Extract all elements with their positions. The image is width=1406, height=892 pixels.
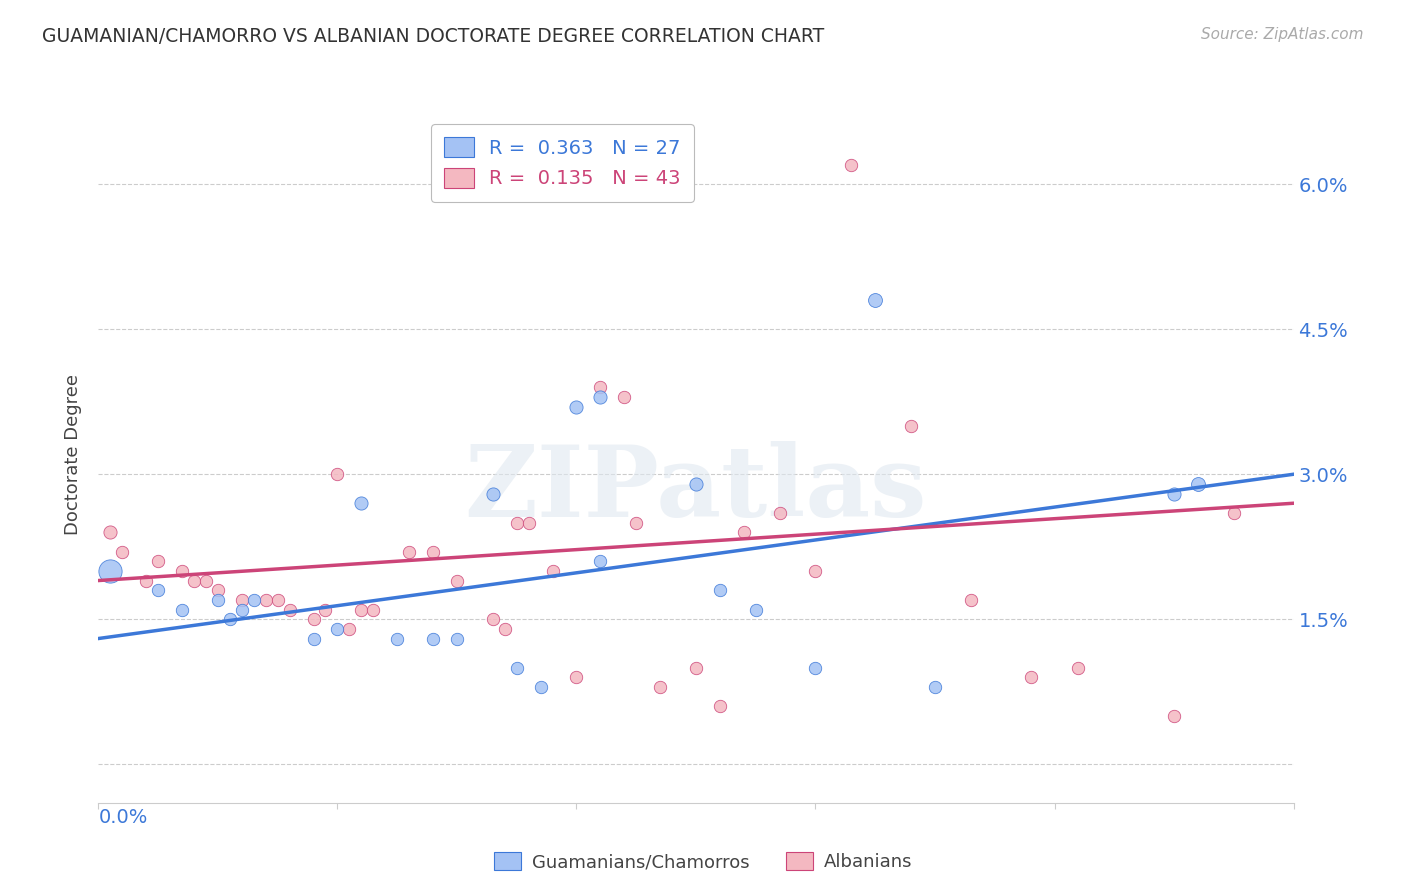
Point (148, 554, 170, 568)
Point (172, 564, 194, 578)
Point (865, 293, 887, 308)
Point (267, 592, 290, 607)
Point (745, 602, 768, 616)
Point (517, 516, 540, 530)
Point (100, 525, 122, 540)
Text: ZIPatlas: ZIPatlas (465, 442, 927, 538)
Point (315, 602, 337, 616)
Point (481, 612, 505, 626)
Text: Source: ZipAtlas.com: Source: ZipAtlas.com (1201, 27, 1364, 42)
Legend: Guamanians/Chamorros, Albanians: Guamanians/Chamorros, Albanians (486, 845, 920, 879)
Point (148, 583, 170, 598)
Point (804, 660, 827, 674)
Point (1163, 486, 1185, 500)
Point (446, 632, 468, 646)
Point (302, 612, 325, 626)
Point (243, 592, 266, 607)
Point (650, 680, 672, 694)
Point (506, 660, 529, 674)
Point (733, 525, 755, 540)
Point (231, 592, 253, 607)
Point (481, 486, 505, 500)
Legend: R =  0.363   N = 27, R =  0.135   N = 43: R = 0.363 N = 27, R = 0.135 N = 43 (430, 124, 695, 202)
Point (1223, 506, 1246, 520)
Point (685, 477, 707, 491)
Point (1187, 477, 1209, 491)
Point (589, 554, 612, 568)
Point (219, 612, 242, 626)
Point (960, 592, 983, 607)
Point (350, 602, 373, 616)
Point (1067, 660, 1090, 674)
Point (506, 516, 529, 530)
Point (924, 680, 946, 694)
Point (339, 622, 360, 636)
Point (278, 602, 301, 616)
Point (111, 544, 134, 558)
Point (135, 574, 157, 588)
Point (709, 583, 731, 598)
Point (350, 496, 373, 510)
Point (195, 574, 218, 588)
Point (422, 544, 444, 558)
Point (1163, 708, 1185, 723)
Point (422, 632, 444, 646)
Point (841, 158, 863, 172)
Point (231, 602, 253, 616)
Point (804, 564, 827, 578)
Y-axis label: Doctorate Degree: Doctorate Degree (65, 375, 83, 535)
Point (207, 583, 229, 598)
Point (565, 400, 588, 414)
Point (900, 419, 922, 434)
Point (363, 602, 385, 616)
Point (589, 380, 612, 394)
Point (254, 592, 277, 607)
Point (398, 544, 420, 558)
Point (1019, 670, 1042, 684)
Point (494, 622, 516, 636)
Point (385, 632, 409, 646)
Point (446, 574, 468, 588)
Point (207, 592, 229, 607)
Point (326, 467, 349, 482)
Text: GUAMANIAN/CHAMORRO VS ALBANIAN DOCTORATE DEGREE CORRELATION CHART: GUAMANIAN/CHAMORRO VS ALBANIAN DOCTORATE… (42, 27, 824, 45)
Text: 0.0%: 0.0% (98, 807, 148, 827)
Point (626, 516, 648, 530)
Point (565, 670, 588, 684)
Point (589, 390, 612, 404)
Point (529, 680, 551, 694)
Point (541, 564, 564, 578)
Point (769, 506, 792, 520)
Point (685, 660, 707, 674)
Point (302, 632, 325, 646)
Point (100, 564, 122, 578)
Point (709, 699, 731, 714)
Point (183, 574, 205, 588)
Point (326, 622, 349, 636)
Point (172, 602, 194, 616)
Point (613, 390, 636, 404)
